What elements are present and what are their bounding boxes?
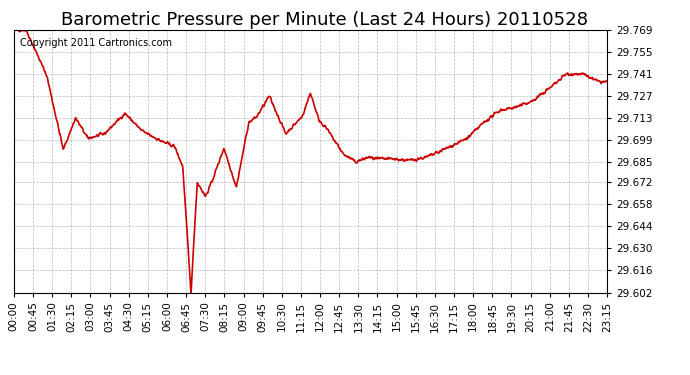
Text: Copyright 2011 Cartronics.com: Copyright 2011 Cartronics.com: [20, 38, 172, 48]
Text: Barometric Pressure per Minute (Last 24 Hours) 20110528: Barometric Pressure per Minute (Last 24 …: [61, 11, 588, 29]
